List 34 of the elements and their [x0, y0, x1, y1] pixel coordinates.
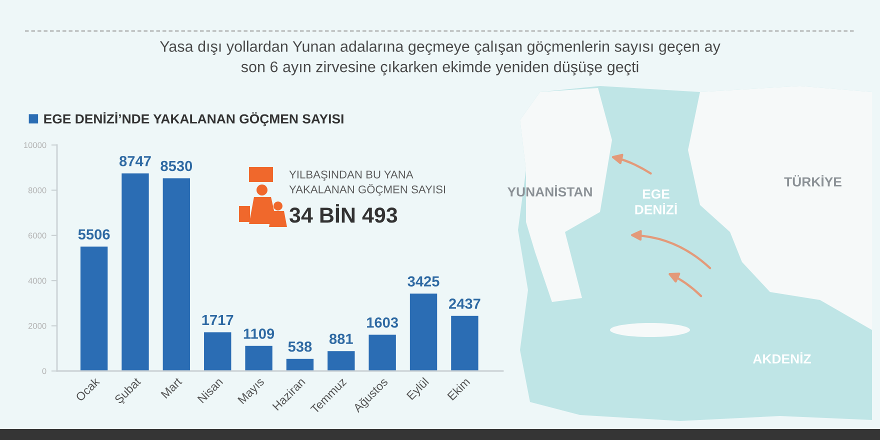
bar	[328, 351, 355, 371]
y-tick-label: 2000	[28, 323, 46, 329]
annotation: 34 BİN 493	[289, 204, 398, 223]
bar	[122, 173, 149, 371]
text: YUNANİSTAN	[507, 185, 592, 197]
bar	[245, 346, 272, 371]
legend-label: EGE DENİZİ’NDE YAKALANAN GÖÇMEN SAYISI	[44, 112, 344, 126]
annotation: YILBAŞINDAN BU YANA YAKALANAN GÖÇMEN SAYISI	[289, 170, 446, 196]
y-tick-label: 6000	[28, 232, 46, 238]
y-tick-label: 10000	[24, 142, 46, 148]
y-tick-label: 0	[42, 368, 46, 374]
y-tick-label: 8000	[28, 187, 46, 194]
data-label: 881	[329, 334, 353, 344]
bar	[286, 358, 314, 371]
bar	[204, 332, 232, 371]
chart-subtitle: Yasa dışı yollardan Yunan adalarına geçmeye çalışan göçmenlerin sayısı geçen ay son 6 ayın zirvesine çıkarken ekimde yeniden düşüşe geçti	[160, 40, 720, 76]
data-label: 3425	[408, 276, 440, 287]
data-label: 538	[288, 341, 312, 352]
data-label: 8530	[160, 160, 192, 172]
bar	[368, 334, 396, 371]
data-label: 8747	[119, 156, 151, 166]
y-tick-label: 4000	[28, 278, 46, 284]
data-label: 5506	[78, 229, 110, 240]
text: AKDENİZ	[753, 352, 811, 364]
data-label: 1603	[367, 317, 398, 328]
bar	[80, 246, 108, 371]
bar	[410, 294, 438, 371]
data-label: 1717	[202, 314, 234, 326]
bar	[451, 316, 478, 371]
data-label: 2437	[448, 298, 480, 309]
bar	[162, 178, 190, 371]
text: TÜRKİYE	[784, 175, 842, 187]
data-label: 1109	[244, 328, 274, 339]
text: EGE DENİZİ	[635, 189, 677, 214]
